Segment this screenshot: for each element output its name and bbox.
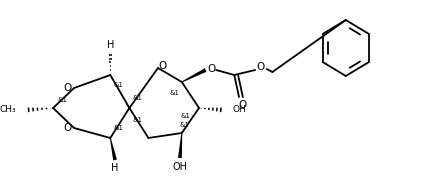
Text: O: O xyxy=(257,62,265,72)
Text: O: O xyxy=(207,64,215,74)
Text: O: O xyxy=(63,123,72,133)
Text: &1: &1 xyxy=(114,82,124,88)
Text: OH: OH xyxy=(173,162,187,172)
Polygon shape xyxy=(110,138,117,160)
Text: O: O xyxy=(239,100,247,110)
Text: &1: &1 xyxy=(132,95,142,101)
Text: H: H xyxy=(112,163,119,173)
Text: CH₃: CH₃ xyxy=(0,106,16,114)
Text: &1: &1 xyxy=(114,125,124,131)
Text: &1: &1 xyxy=(180,122,190,128)
Text: &1: &1 xyxy=(181,113,191,119)
Text: &1: &1 xyxy=(132,117,142,123)
Polygon shape xyxy=(178,133,182,158)
Polygon shape xyxy=(181,68,206,82)
Text: H: H xyxy=(106,40,114,50)
Text: &1: &1 xyxy=(169,90,179,96)
Text: O: O xyxy=(159,61,167,71)
Text: OH: OH xyxy=(232,106,246,114)
Text: &1: &1 xyxy=(58,97,68,103)
Text: O: O xyxy=(63,83,72,93)
